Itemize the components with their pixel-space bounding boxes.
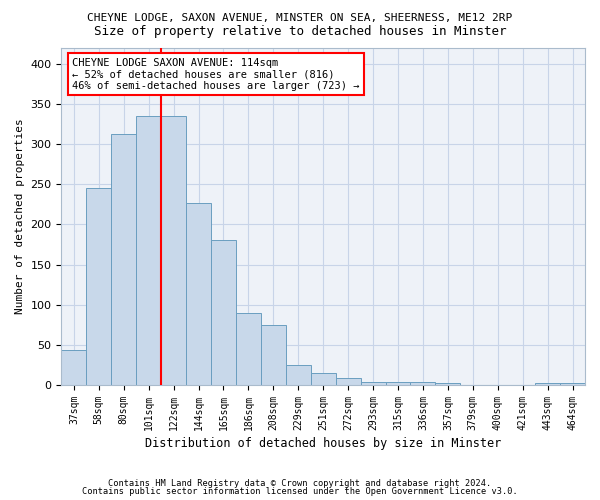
- Bar: [436, 384, 460, 385]
- Text: CHEYNE LODGE, SAXON AVENUE, MINSTER ON SEA, SHEERNESS, ME12 2RP: CHEYNE LODGE, SAXON AVENUE, MINSTER ON S…: [88, 12, 512, 22]
- Bar: [186, 202, 211, 385]
- Bar: [335, 378, 361, 385]
- Text: CHEYNE LODGE SAXON AVENUE: 114sqm
← 52% of detached houses are smaller (816)
46%: CHEYNE LODGE SAXON AVENUE: 114sqm ← 52% …: [72, 58, 359, 91]
- Bar: [211, 240, 236, 385]
- Bar: [410, 382, 436, 385]
- Text: Size of property relative to detached houses in Minster: Size of property relative to detached ho…: [94, 25, 506, 38]
- Bar: [535, 384, 560, 385]
- Bar: [261, 325, 286, 385]
- Bar: [286, 365, 311, 385]
- Bar: [86, 188, 111, 385]
- Bar: [136, 116, 161, 385]
- Text: Contains public sector information licensed under the Open Government Licence v3: Contains public sector information licen…: [82, 487, 518, 496]
- Bar: [236, 312, 261, 385]
- X-axis label: Distribution of detached houses by size in Minster: Distribution of detached houses by size …: [145, 437, 502, 450]
- Bar: [61, 350, 86, 385]
- Bar: [311, 373, 335, 385]
- Bar: [560, 384, 585, 385]
- Bar: [161, 116, 186, 385]
- Text: Contains HM Land Registry data © Crown copyright and database right 2024.: Contains HM Land Registry data © Crown c…: [109, 478, 491, 488]
- Bar: [386, 382, 410, 385]
- Bar: [361, 382, 386, 385]
- Bar: [111, 134, 136, 385]
- Y-axis label: Number of detached properties: Number of detached properties: [15, 118, 25, 314]
